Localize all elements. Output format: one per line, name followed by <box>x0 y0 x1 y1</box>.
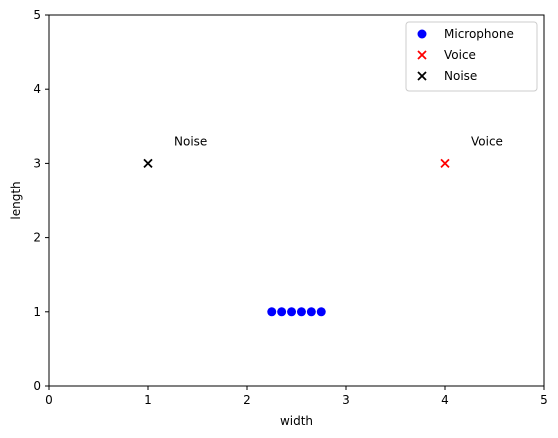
axes-frame <box>48 14 545 387</box>
x-tick-label: 2 <box>243 393 251 407</box>
legend-voice-marker <box>417 50 427 60</box>
plot-area: Noise Voice <box>143 134 503 317</box>
annotation-noise: Noise <box>174 134 207 148</box>
y-tick-label: 4 <box>33 82 41 96</box>
microphone-point <box>267 307 277 317</box>
y-tick-label: 0 <box>33 379 41 393</box>
y-axis-label: length <box>9 181 23 219</box>
microphone-point <box>277 307 287 317</box>
legend-microphone-marker <box>417 29 427 39</box>
y-tick-label: 1 <box>33 305 41 319</box>
legend-box <box>405 21 538 92</box>
y-axis: 0 1 2 3 4 5 <box>33 8 49 393</box>
x-tick-label: 0 <box>45 393 53 407</box>
x-tick-label: 5 <box>540 393 548 407</box>
microphone-point <box>316 307 326 317</box>
y-tick-label: 2 <box>33 231 41 245</box>
y-tick-label: 3 <box>33 156 41 170</box>
legend-microphone-label: Microphone <box>444 27 514 41</box>
y-tick-label: 5 <box>33 8 41 22</box>
microphone-point <box>287 307 297 317</box>
microphone-point <box>296 307 306 317</box>
annotation-voice: Voice <box>471 134 503 148</box>
legend-voice-label: Voice <box>444 48 476 62</box>
legend-noise-marker <box>417 71 427 81</box>
x-tick-label: 3 <box>342 393 350 407</box>
x-tick-label: 1 <box>144 393 152 407</box>
x-axis: 0 1 2 3 4 5 <box>45 386 548 407</box>
noise-point <box>143 158 153 169</box>
voice-point <box>440 158 450 169</box>
legend: Microphone Voice Noise <box>405 21 538 92</box>
x-axis-label: width <box>280 414 313 428</box>
microphone-point <box>306 307 316 317</box>
x-tick-label: 4 <box>441 393 449 407</box>
legend-noise-label: Noise <box>444 69 477 83</box>
